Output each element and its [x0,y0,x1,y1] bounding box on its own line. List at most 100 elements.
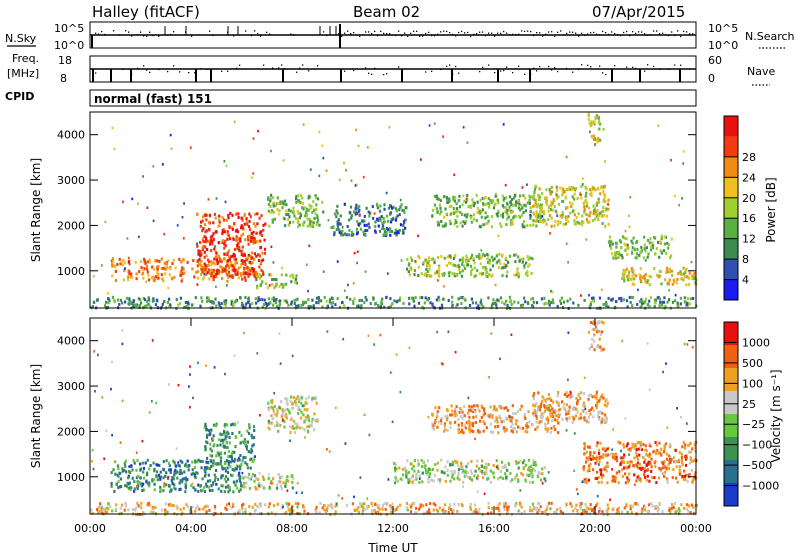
data-cell [230,506,233,510]
data-cell [476,459,479,463]
data-cell [577,393,580,397]
data-cell [91,305,94,309]
data-cell [488,205,491,209]
nsearch-dots [91,24,694,48]
data-cell [395,467,398,471]
data-cell [287,218,290,221]
colorbar-tick-label: 24 [742,171,756,184]
data-cell [587,397,590,401]
data-cell [667,243,670,246]
data-cell [590,191,593,195]
nsearch-dot [584,34,586,37]
data-cell [507,462,510,465]
data-cell [285,510,288,514]
data-cell [160,508,163,512]
data-cell [432,479,435,483]
data-cell [205,440,208,444]
data-cell [234,467,237,471]
data-cell [655,452,658,456]
data-cell [561,511,564,515]
data-cell [427,480,430,484]
data-cell [290,416,293,420]
nave-dot [284,68,286,70]
nsearch-dot [257,32,259,35]
data-cell [660,447,663,451]
data-cell [524,300,527,304]
data-cell [626,253,629,256]
data-cell [240,462,243,466]
data-cell [156,267,159,271]
data-cell [556,508,559,512]
data-cell [196,283,199,286]
data-cell [646,281,649,284]
data-cell [424,464,427,468]
data-cell [439,478,442,482]
data-cell [476,200,479,204]
data-cell [457,464,460,468]
data-cell [206,456,209,460]
data-cell [479,256,482,260]
data-cell [677,507,680,511]
data-cell [633,277,636,281]
data-cell [575,187,578,190]
data-cell [193,466,197,470]
data-cell [473,201,476,205]
data-cell [295,426,298,430]
data-cell [311,223,314,227]
nave-dot [206,68,208,70]
data-cell [597,200,601,204]
data-cell [514,412,517,415]
freq-tick-bottom: 8 [60,72,67,85]
data-cell [272,504,276,508]
data-cell [448,421,452,424]
data-cell [239,296,242,299]
data-cell [240,303,243,307]
data-cell [600,395,603,399]
data-cell [222,484,225,488]
data-cell [589,393,593,397]
data-cell [203,425,206,429]
data-cell [242,272,245,276]
data-cell [167,259,170,263]
data-cell [360,505,363,509]
data-cell [281,266,284,270]
data-cell [538,509,541,513]
data-cell [221,241,224,244]
power-ylabel: Slant Range [km] [29,158,43,262]
data-cell [205,460,208,464]
data-cell [546,416,549,420]
data-cell [339,214,342,218]
data-cell [273,201,276,205]
nsearch-dot [362,34,364,36]
data-cell [677,305,680,308]
data-cell [262,486,265,490]
data-cell [92,275,95,278]
data-cell [676,480,679,484]
data-cell [133,487,136,491]
data-cell [208,239,211,243]
data-cell [506,202,509,206]
data-cell [449,261,452,265]
data-cell [679,302,682,306]
data-cell [395,478,398,482]
data-cell [618,441,622,445]
data-cell [256,284,259,288]
data-cell [598,337,601,341]
data-cell [501,194,504,198]
data-cell [520,505,523,509]
data-cell [479,198,482,202]
data-cell [173,470,176,474]
data-cell [449,271,452,274]
data-cell [497,477,500,481]
data-cell [693,275,697,279]
data-cell [260,504,263,508]
data-cell [201,266,205,270]
data-cell [199,304,202,308]
data-cell [213,506,217,510]
data-cell [289,430,292,434]
data-cell [259,261,263,265]
data-cell [303,509,306,513]
data-cell [184,482,187,486]
data-cell [210,449,213,453]
data-cell [394,476,397,480]
